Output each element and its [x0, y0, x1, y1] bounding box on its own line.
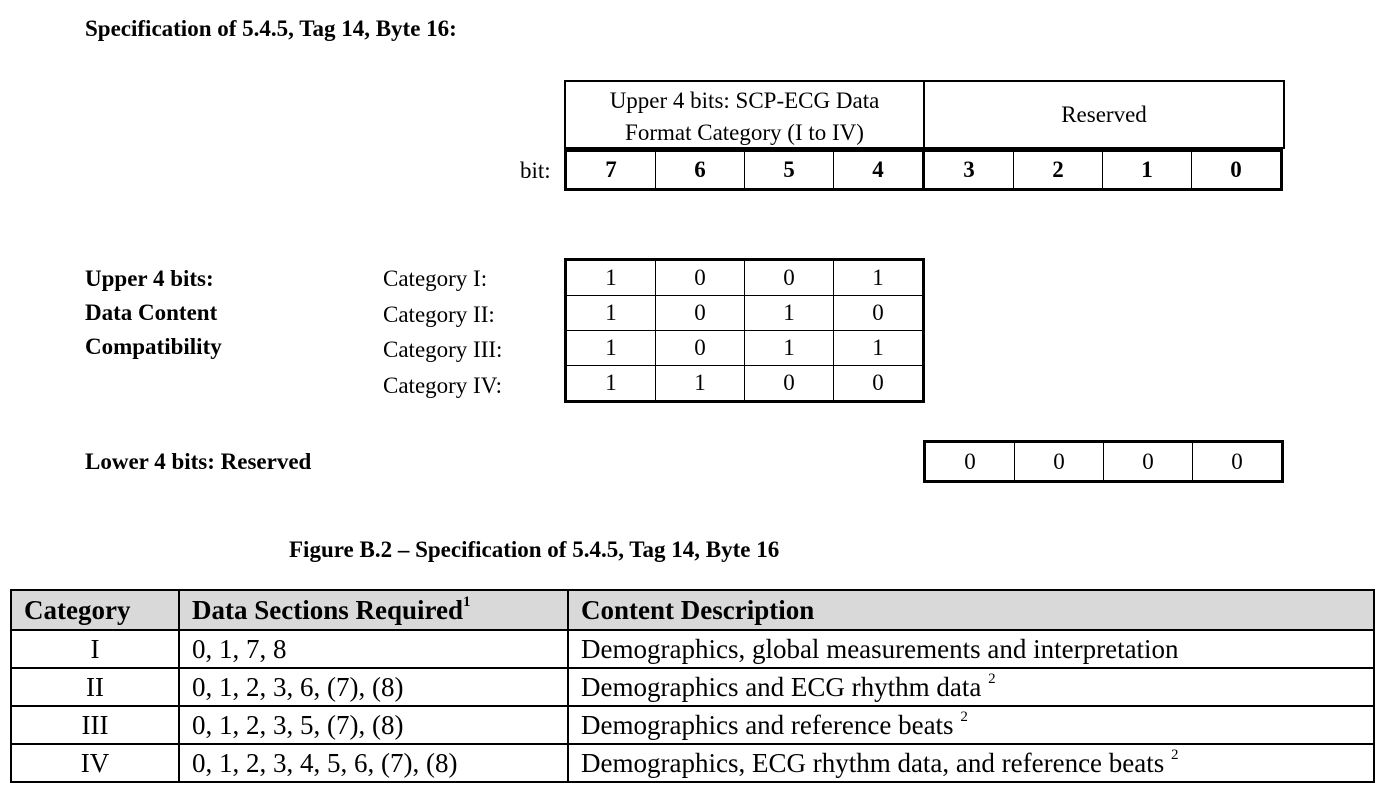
bit-cell: 0 — [833, 295, 924, 331]
bit-index: 3 — [923, 150, 1014, 190]
table-row: II 0, 1, 2, 3, 6, (7), (8) Demographics … — [10, 667, 1375, 707]
bit-cell: 1 — [565, 259, 656, 296]
description-text: Demographics and ECG rhythm data — [581, 671, 982, 702]
category-table: Category Data Sections Required1 Content… — [10, 589, 1375, 783]
bit-cell: 0 — [1103, 441, 1193, 482]
bit-index: 7 — [565, 150, 656, 190]
bit-cell: 0 — [655, 330, 745, 366]
sections-cell: 0, 1, 7, 8 — [178, 629, 569, 669]
lower-bits-grid: 0 0 0 0 — [923, 440, 1284, 483]
table-row: I 0, 1, 7, 8 Demographics, global measur… — [10, 629, 1375, 669]
upper-header-line1: Upper 4 bits: SCP-ECG Data — [609, 88, 880, 113]
figure-caption: Figure B.2 – Specification of 5.4.5, Tag… — [289, 537, 780, 562]
bit-cell: 0 — [655, 259, 745, 296]
bit-cell: 0 — [1014, 441, 1104, 482]
bit-index: 1 — [1102, 150, 1192, 190]
category-label-iii: Category III: — [383, 337, 503, 362]
bit-cell: 1 — [655, 365, 745, 402]
bit-cell: 0 — [1192, 441, 1283, 482]
footnote-marker: 2 — [1171, 746, 1179, 763]
upper-bits-label-line3: Compatibility — [85, 334, 222, 359]
bit-index: 0 — [1191, 150, 1282, 190]
bit-index: 2 — [1013, 150, 1103, 190]
column-header-description: Content Description — [567, 589, 1375, 631]
category-cell: II — [10, 667, 180, 707]
description-cell: Demographics, global measurements and in… — [567, 629, 1375, 669]
description-text: Demographics, ECG rhythm data, and refer… — [581, 747, 1165, 778]
reserved-header: Reserved — [1061, 101, 1147, 127]
description-cell: Demographics and ECG rhythm data 2 — [567, 667, 1375, 707]
column-header-category: Category — [10, 589, 180, 631]
bit-cell: 0 — [924, 441, 1015, 482]
category-bits-row: 1 0 1 0 — [565, 295, 924, 331]
bit-index: 5 — [744, 150, 834, 190]
category-bits-row: 1 0 1 1 — [565, 330, 924, 366]
upper-bits-header: Upper 4 bits: SCP-ECG Data Format Catego… — [566, 82, 925, 147]
bit-cell: 0 — [744, 365, 834, 402]
column-header-sections: Data Sections Required1 — [178, 589, 569, 631]
bit-cell: 1 — [565, 295, 656, 331]
footnote-marker: 2 — [988, 670, 996, 687]
spec-title: Specification of 5.4.5, Tag 14, Byte 16: — [85, 16, 457, 41]
bit-cell: 1 — [565, 330, 656, 366]
category-cell: I — [10, 629, 180, 669]
bit-index: 4 — [833, 150, 925, 190]
category-cell: III — [10, 705, 180, 745]
bit-index-row: 7 6 5 4 3 2 1 0 — [564, 149, 1283, 191]
bit-index: 6 — [655, 150, 745, 190]
category-bits-row: 1 0 0 1 — [565, 259, 924, 296]
bit-cell: 1 — [833, 259, 924, 296]
category-bits-row: 1 1 0 0 — [565, 365, 924, 402]
sections-cell: 0, 1, 2, 3, 4, 5, 6, (7), (8) — [178, 743, 569, 783]
bit-cell: 0 — [655, 295, 745, 331]
table-header-row: Category Data Sections Required1 Content… — [10, 589, 1375, 631]
category-label-ii: Category II: — [383, 302, 495, 327]
byte-header-box: Upper 4 bits: SCP-ECG Data Format Catego… — [564, 80, 1285, 149]
lower-bits-label: Lower 4 bits: Reserved — [85, 449, 312, 474]
footnote-marker: 2 — [960, 708, 968, 725]
footnote-marker: 1 — [463, 593, 471, 610]
description-text: Demographics and reference beats — [581, 709, 954, 740]
bit-cell: 0 — [833, 365, 924, 402]
category-bits-grid: 1 0 0 1 1 0 1 0 1 0 1 1 1 1 0 0 — [564, 258, 925, 403]
bit-cell: 1 — [565, 365, 656, 402]
description-text: Demographics, global measurements and in… — [581, 633, 1179, 664]
category-label-iv: Category IV: — [383, 373, 503, 398]
upper-bits-label-line2: Data Content — [85, 300, 218, 325]
bit-label: bit: — [520, 158, 551, 183]
upper-header-line2: Format Category (I to IV) — [625, 120, 864, 145]
sections-header-text: Data Sections Required — [192, 594, 464, 625]
description-cell: Demographics and reference beats 2 — [567, 705, 1375, 745]
bit-cell: 1 — [744, 295, 834, 331]
description-cell: Demographics, ECG rhythm data, and refer… — [567, 743, 1375, 783]
bit-cell: 1 — [833, 330, 924, 366]
sections-cell: 0, 1, 2, 3, 5, (7), (8) — [178, 705, 569, 745]
table-row: III 0, 1, 2, 3, 5, (7), (8) Demographics… — [10, 705, 1375, 745]
sections-cell: 0, 1, 2, 3, 6, (7), (8) — [178, 667, 569, 707]
bit-cell: 1 — [744, 330, 834, 366]
upper-bits-label-line1: Upper 4 bits: — [85, 266, 214, 291]
table-row: IV 0, 1, 2, 3, 4, 5, 6, (7), (8) Demogra… — [10, 743, 1375, 783]
category-label-i: Category I: — [383, 266, 488, 291]
bit-cell: 0 — [744, 259, 834, 296]
category-cell: IV — [10, 743, 180, 783]
